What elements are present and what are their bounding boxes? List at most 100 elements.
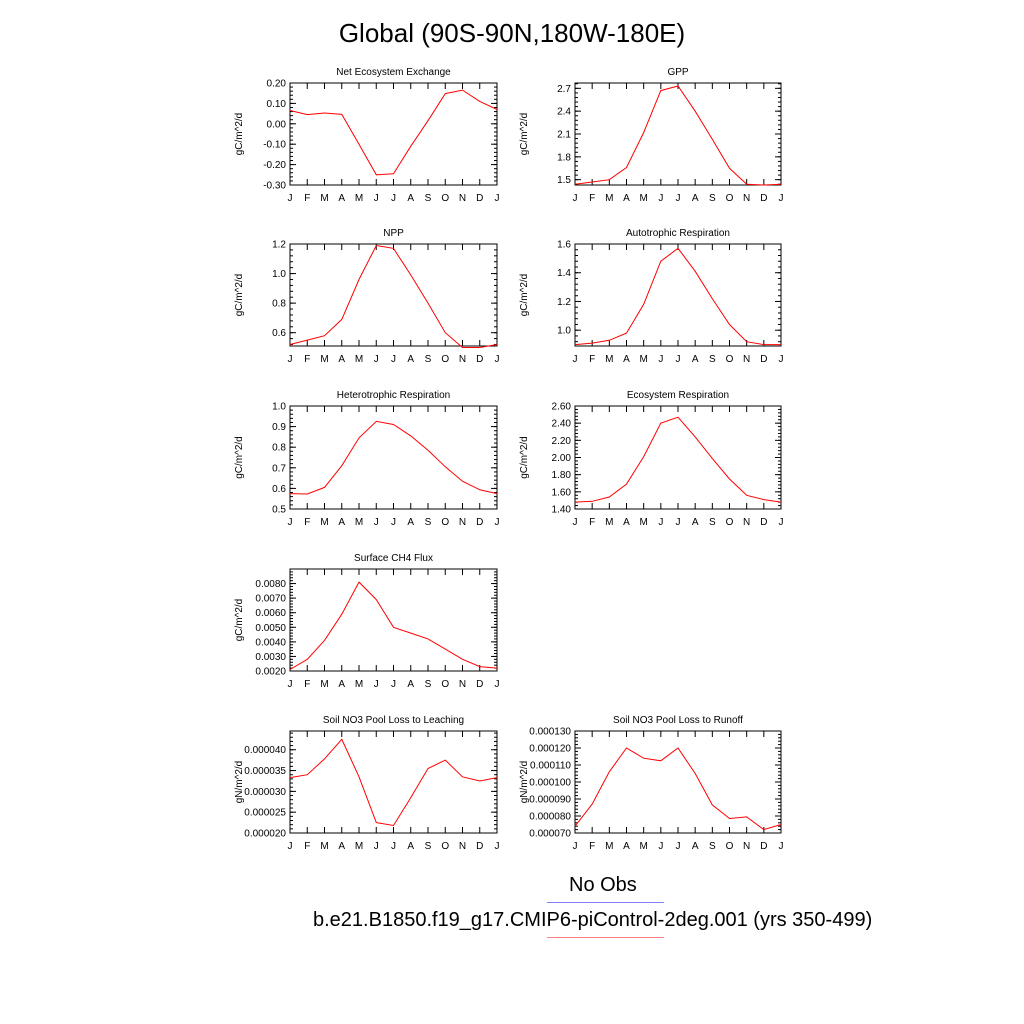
panel-1-ytick-label: -0.30 [263, 181, 286, 192]
panel-9-xtick-label: O [726, 841, 734, 852]
panel-6-plot-frame [574, 405, 782, 510]
panel-9-xtick-label: J [573, 841, 578, 852]
panel-4-ytick-label: 1.6 [557, 240, 571, 251]
panel-2-xtick-label: O [726, 193, 734, 204]
panel-3-ylabel: gC/m^2/d [234, 274, 245, 317]
panel-8-xtick-label: D [476, 841, 483, 852]
panel-2-ytick-label: 2.7 [557, 84, 571, 95]
panel-1-xtick-label: A [407, 193, 414, 204]
panel-8-ytick-label: 0.000020 [244, 829, 286, 840]
panel-5-plot-frame [289, 405, 498, 510]
panel-1-plot-frame [289, 82, 498, 186]
panel-9-ytick-label: 0.000130 [529, 727, 571, 738]
panel-5-xtick-label: N [459, 517, 466, 528]
panel-5-xtick-label: F [304, 517, 310, 528]
panel-6-xtick-label: A [692, 517, 699, 528]
panel-5-ytick-label: 0.6 [272, 484, 286, 495]
panel-9-xtick-label: J [658, 841, 663, 852]
panel-1-xtick-label: M [320, 193, 328, 204]
panel-6-xtick-label: D [760, 517, 767, 528]
panel-1-xtick-label: N [459, 193, 466, 204]
panel-9-xtick-label: J [779, 841, 784, 852]
panel-8-xtick-label: J [495, 841, 500, 852]
panel-6-ylabel: gC/m^2/d [519, 436, 530, 479]
panel-8-ytick-label: 0.000025 [244, 808, 286, 819]
panel-9-xtick-label: D [760, 841, 767, 852]
panel-9-xtick-label: S [709, 841, 716, 852]
panel-8-ytick-label: 0.000030 [244, 787, 286, 798]
panel-3-xtick-label: M [320, 354, 328, 365]
panel-1-ytick-label: 0.10 [267, 99, 287, 110]
panel-1-xtick-label: F [304, 193, 310, 204]
panel-5-xtick-label: O [441, 517, 449, 528]
panel-7-xtick-label: M [355, 679, 363, 690]
panel-6-xtick-label: J [676, 517, 681, 528]
panel-6-xtick-label: S [709, 517, 716, 528]
panel-7-title: Surface CH4 Flux [354, 553, 433, 564]
panel-2-ytick-label: 2.1 [557, 130, 571, 141]
panel-8-ytick-label: 0.000040 [244, 745, 286, 756]
panel-8-xtick-label: F [304, 841, 310, 852]
panel-7-ytick-label: 0.0080 [255, 579, 286, 590]
panel-2-xtick-label: J [573, 193, 578, 204]
panel-1-xtick-label: M [355, 193, 363, 204]
panel-9-plot-frame [574, 730, 782, 834]
panel-8-xtick-label: M [355, 841, 363, 852]
panel-5-xtick-label: J [391, 517, 396, 528]
panel-3-ytick-label: 0.6 [272, 328, 286, 339]
panel-8-xtick-label: S [425, 841, 432, 852]
panel-6-xtick-label: J [573, 517, 578, 528]
panel-7-plot-frame [289, 568, 498, 672]
panel-5-xtick-label: A [338, 517, 345, 528]
panel-6-xtick-label: A [623, 517, 630, 528]
panel-5-ytick-label: 0.8 [272, 443, 286, 454]
panel-7-xtick-label: A [407, 679, 414, 690]
panel-8-series-line [289, 738, 498, 827]
panel-8-ylabel: gN/m^2/d [234, 761, 245, 804]
panel-8-xtick-label: M [320, 841, 328, 852]
panel-6-xtick-label: N [743, 517, 750, 528]
legend-obs-line [547, 902, 664, 903]
panel-7-xtick-label: J [391, 679, 396, 690]
panel-2-xtick-label: F [589, 193, 595, 204]
panel-4-title: Autotrophic Respiration [626, 228, 730, 239]
panel-2-xtick-label: A [692, 193, 699, 204]
panel-3-xtick-label: J [288, 354, 293, 365]
panel-8-ytick-label: 0.000035 [244, 766, 286, 777]
panel-9-xtick-label: N [743, 841, 750, 852]
panel-7-xtick-label: J [495, 679, 500, 690]
panel-1-series-line [289, 89, 498, 176]
panel-7-series-line [289, 581, 498, 670]
panel-3-xtick-label: D [476, 354, 483, 365]
panel-1-title: Net Ecosystem Exchange [336, 67, 451, 78]
panel-4-xtick-label: N [743, 354, 750, 365]
panel-5-xtick-label: A [407, 517, 414, 528]
panel-3-xtick-label: F [304, 354, 310, 365]
panel-5-series-line [289, 420, 498, 495]
panel-7-ytick-label: 0.0030 [255, 652, 286, 663]
panel-3-xtick-label: N [459, 354, 466, 365]
panel-2-xtick-label: S [709, 193, 716, 204]
panel-6-ytick-label: 2.20 [552, 436, 572, 447]
panel-7-xtick-label: N [459, 679, 466, 690]
panel-9-xtick-label: M [605, 841, 613, 852]
panel-1-xtick-label: J [288, 193, 293, 204]
panel-2-ytick-label: 2.4 [557, 107, 571, 118]
panel-5-ytick-label: 0.5 [272, 505, 286, 516]
panel-6-xtick-label: O [726, 517, 734, 528]
panel-6-ytick-label: 2.00 [552, 453, 572, 464]
panel-1-ytick-label: -0.10 [263, 140, 286, 151]
panel-1-ytick-label: -0.20 [263, 160, 286, 171]
panel-3-xtick-label: J [374, 354, 379, 365]
panel-9-xtick-label: A [623, 841, 630, 852]
panel-4-plot-frame [574, 243, 782, 347]
panel-9-title: Soil NO3 Pool Loss to Runoff [613, 715, 743, 726]
panel-2-plot-frame [574, 82, 782, 186]
panel-9-xtick-label: J [676, 841, 681, 852]
panel-7-xtick-label: F [304, 679, 310, 690]
page-title: Global (90S-90N,180W-180E) [338, 18, 686, 48]
panel-4-ytick-label: 1.2 [557, 297, 571, 308]
panel-7-xtick-label: A [338, 679, 345, 690]
panel-4-ytick-label: 1.4 [557, 268, 571, 279]
panel-6-xtick-label: M [639, 517, 647, 528]
